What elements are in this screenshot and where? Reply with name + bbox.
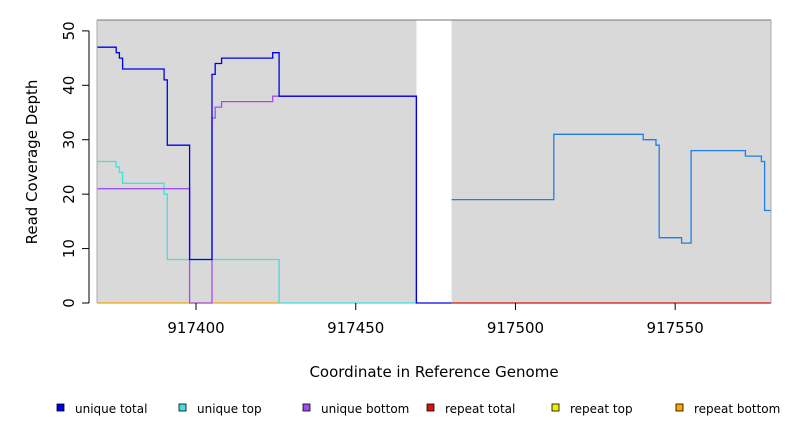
legend-label: unique top: [197, 402, 262, 416]
legend-swatch: [426, 403, 435, 412]
legend-item: unique bottom: [302, 402, 409, 416]
legend-item: repeat bottom: [675, 402, 780, 416]
legend-label: unique total: [75, 402, 147, 416]
legend-swatch: [302, 403, 311, 412]
series-layer: [97, 46, 771, 304]
legend-swatch: [178, 403, 187, 412]
series-line-unique-total: [451, 133, 771, 244]
legend-item: repeat top: [551, 402, 633, 416]
legend-label: unique bottom: [321, 402, 409, 416]
legend-label: repeat total: [445, 402, 515, 416]
legend-item: unique total: [56, 402, 147, 416]
y-tick-label: 20: [60, 185, 78, 204]
series-line-unique-total: [97, 46, 452, 304]
plot-area: [97, 20, 771, 303]
y-tick-label: 30: [60, 130, 78, 149]
x-axis-title: Coordinate in Reference Genome: [309, 363, 558, 381]
legend-item: unique top: [178, 402, 262, 416]
x-tick-label: 917400: [167, 319, 224, 337]
legend-swatch: [56, 403, 65, 412]
legend-item: repeat total: [426, 402, 515, 416]
legend-swatch: [675, 403, 684, 412]
x-tick-label: 917500: [487, 319, 544, 337]
legend-swatch: [551, 403, 560, 412]
y-axis-title: Read Coverage Depth: [23, 80, 41, 245]
y-tick-label: 10: [60, 239, 78, 258]
plot-panel-right: [451, 20, 771, 303]
y-tick-label: 50: [60, 21, 78, 40]
legend: unique total unique top unique bottom repea…: [56, 402, 780, 416]
plot-frame: [96, 19, 772, 303]
plot-panel-left: [97, 20, 417, 303]
y-tick-label: 0: [60, 298, 78, 308]
y-axis: 0 10 20 30 40 50: [60, 21, 90, 308]
x-axis: 917400 917450 917500 917550: [167, 303, 704, 337]
y-tick-label: 40: [60, 76, 78, 95]
legend-label: repeat top: [570, 402, 633, 416]
x-tick-label: 917450: [327, 319, 384, 337]
legend-label: repeat bottom: [694, 402, 780, 416]
x-tick-label: 917550: [647, 319, 704, 337]
series-line-unique-bottom: [97, 95, 418, 304]
series-line-unique-top: [97, 160, 417, 304]
